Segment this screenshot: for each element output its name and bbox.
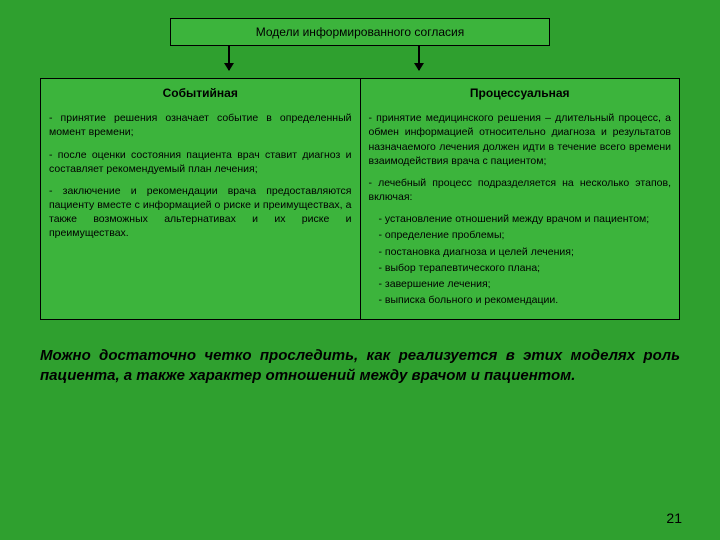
right-title: Процессуальная	[369, 85, 672, 101]
caption: Можно достаточно четко проследить, как р…	[40, 346, 680, 385]
right-s6: - выписка больного и рекомендации.	[379, 293, 672, 307]
left-title: Событийная	[49, 85, 352, 101]
left-p1: - принятие решения означает событие в оп…	[49, 111, 352, 139]
title-box: Модели информированного согласия	[170, 18, 550, 46]
page-number: 21	[666, 510, 682, 526]
arrows-region	[40, 46, 680, 78]
right-s4: - выбор терапевтического плана;	[379, 261, 672, 275]
right-s2: - определение проблемы;	[379, 228, 672, 242]
left-p2: - после оценки состояния пациента врач с…	[49, 148, 352, 176]
columns-box: Событийная - принятие решения означает с…	[40, 78, 680, 320]
arrow-right-icon	[418, 46, 420, 70]
right-s3: - постановка диагноза и целей лечения;	[379, 245, 672, 259]
right-p1: - принятие медицинского решения – длител…	[369, 111, 672, 168]
column-right: Процессуальная - принятие медицинского р…	[361, 79, 680, 319]
right-p2: - лечебный процесс подразделяется на нес…	[369, 176, 672, 204]
title-text: Модели информированного согласия	[256, 25, 464, 39]
slide: Модели информированного согласия Событий…	[0, 0, 720, 540]
arrow-left-icon	[228, 46, 230, 70]
left-p3: - заключение и рекомендации врача предос…	[49, 184, 352, 241]
right-s1: - установление отношений между врачом и …	[379, 212, 672, 226]
right-s5: - завершение лечения;	[379, 277, 672, 291]
column-left: Событийная - принятие решения означает с…	[41, 79, 361, 319]
